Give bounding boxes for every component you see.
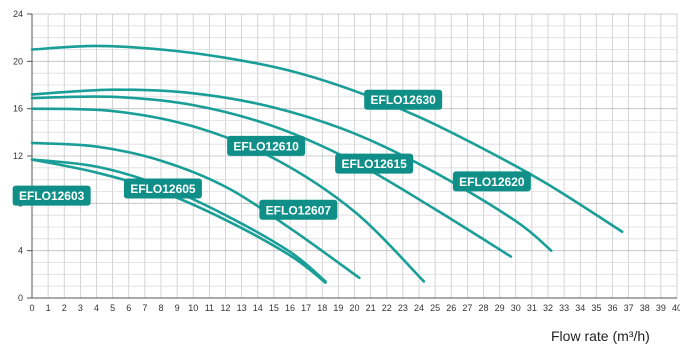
series-label-eflo12607: EFLO12607	[259, 199, 338, 220]
y-tick-label: 24	[13, 9, 23, 19]
series-label-box	[364, 89, 443, 110]
x-tick-label: 28	[478, 303, 488, 313]
series-label-eflo12603: EFLO12603	[12, 185, 91, 206]
y-tick-label: 20	[13, 56, 23, 66]
x-tick-label: 7	[142, 303, 147, 313]
x-tick-label: 6	[126, 303, 131, 313]
x-tick-label: 11	[205, 303, 214, 313]
x-tick-label: 29	[495, 303, 505, 313]
series-label-box	[452, 171, 531, 192]
x-tick-label: 0	[29, 303, 34, 313]
series-label-text: EFLO12615	[341, 157, 407, 171]
x-tick-label: 34	[575, 303, 585, 313]
y-tick-label: 4	[18, 246, 23, 256]
curve-eflo12610	[30, 107, 426, 283]
series-label-box	[12, 185, 91, 206]
y-tick-label: 16	[13, 104, 23, 114]
x-tick-label: 18	[317, 303, 327, 313]
series-label-eflo12615: EFLO12615	[335, 153, 414, 174]
series-label-text: EFLO12603	[19, 189, 85, 203]
axes	[27, 13, 677, 299]
x-tick-label: 10	[188, 303, 198, 313]
series-label-eflo12620: EFLO12620	[452, 171, 531, 192]
x-tick-label: 14	[253, 303, 263, 313]
x-tick-label: 15	[269, 303, 279, 313]
series-label-text: EFLO12607	[266, 203, 332, 217]
x-tick-label: 33	[559, 303, 569, 313]
x-tick-label: 4	[94, 303, 99, 313]
x-tick-label: 38	[640, 303, 650, 313]
x-tick-label: 5	[110, 303, 115, 313]
series-label-box	[259, 199, 338, 220]
x-axis-title: Flow rate (m³/h)	[551, 328, 650, 344]
x-tick-label: 9	[175, 303, 180, 313]
x-tick-label: 32	[543, 303, 553, 313]
x-tick-label: 17	[301, 303, 311, 313]
series-label-eflo12610: EFLO12610	[227, 135, 306, 156]
x-tick-label: 26	[446, 303, 456, 313]
x-tick-label: 36	[607, 303, 617, 313]
x-tick-label: 35	[591, 303, 601, 313]
x-tick-label: 12	[220, 303, 230, 313]
y-tick-label: 0	[18, 293, 23, 303]
x-tick-label: 16	[285, 303, 295, 313]
series-label-text: EFLO12605	[130, 182, 196, 196]
series-label-text: EFLO12620	[459, 175, 525, 189]
x-tick-label: 23	[398, 303, 408, 313]
x-tick-label: 30	[511, 303, 521, 313]
x-tick-label: 39	[656, 303, 666, 313]
x-tick-label: 13	[237, 303, 247, 313]
series-label-box	[123, 178, 202, 199]
series-label-text: EFLO12630	[370, 93, 436, 107]
x-tick-label: 24	[414, 303, 424, 313]
y-tick-label: 12	[13, 151, 23, 161]
curve-eflo12603	[30, 158, 327, 284]
series-labels: EFLO12630 EFLO12620 EFLO12615 EFLO12610 EFLO…	[12, 89, 531, 220]
pump-curves	[30, 44, 624, 284]
x-tick-label: 40	[672, 303, 680, 313]
series-label-text: EFLO12610	[233, 139, 299, 153]
x-tick-label: 20	[349, 303, 359, 313]
x-tick-label: 19	[333, 303, 343, 313]
series-label-eflo12605: EFLO12605	[123, 178, 202, 199]
curve-eflo12630	[30, 44, 624, 234]
curve-eflo12607	[30, 141, 361, 280]
x-tick-label: 22	[382, 303, 392, 313]
x-tick-label: 27	[462, 303, 472, 313]
series-label-eflo12630: EFLO12630	[364, 89, 443, 110]
series-label-box	[335, 153, 414, 174]
x-tick-label: 3	[78, 303, 83, 313]
x-tick-label: 1	[46, 303, 51, 313]
x-tick-label: 8	[158, 303, 163, 313]
curve-eflo12615	[30, 95, 513, 258]
x-tick-label: 2	[62, 303, 67, 313]
curve-eflo12620	[30, 88, 553, 252]
x-tick-label: 25	[430, 303, 440, 313]
series-label-box	[227, 135, 306, 156]
x-tick-label: 37	[624, 303, 634, 313]
x-tick-label: 31	[527, 303, 537, 313]
curve-eflo12605	[30, 158, 327, 283]
x-tick-label: 21	[366, 303, 376, 313]
